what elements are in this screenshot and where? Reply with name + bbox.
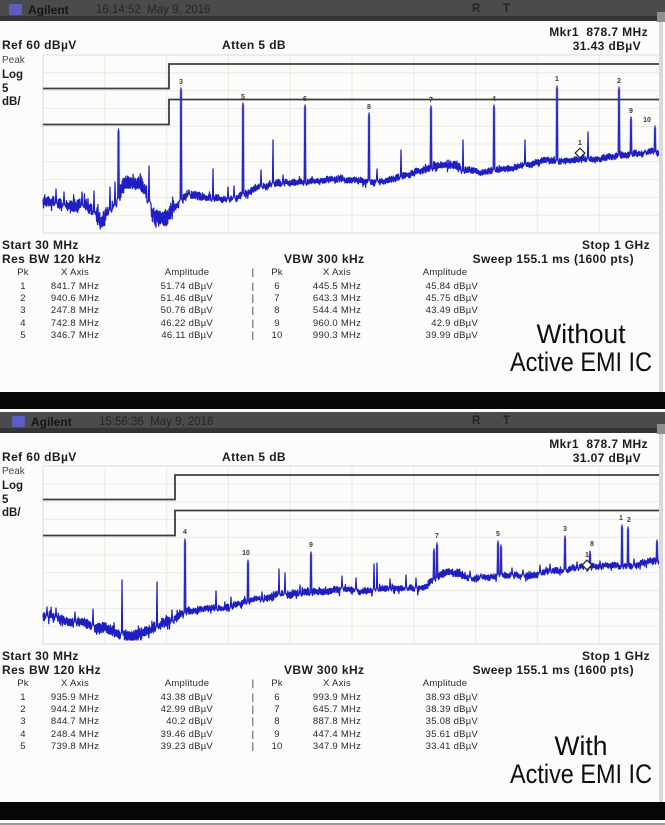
svg-text:1: 1 — [555, 76, 559, 83]
svg-text:Without: Without — [537, 319, 626, 349]
svg-text:1: 1 — [619, 515, 623, 522]
svg-text:7: 7 — [429, 97, 433, 104]
svg-text:2: 2 — [627, 517, 631, 524]
svg-text:6: 6 — [303, 96, 307, 103]
svg-text:4: 4 — [492, 96, 496, 103]
svg-text:3: 3 — [563, 526, 567, 533]
svg-text:10: 10 — [643, 117, 651, 124]
svg-text:5: 5 — [241, 94, 245, 101]
svg-text:1: 1 — [578, 140, 582, 147]
svg-text:8: 8 — [367, 104, 371, 111]
svg-text:1: 1 — [585, 552, 589, 559]
svg-text:Active EMI IC: Active EMI IC — [510, 759, 652, 789]
svg-text:2: 2 — [617, 78, 621, 85]
svg-text:With: With — [555, 731, 608, 761]
svg-text:7: 7 — [435, 533, 439, 540]
svg-text:9: 9 — [629, 108, 633, 115]
svg-text:9: 9 — [309, 542, 313, 549]
svg-text:10: 10 — [242, 550, 250, 557]
svg-text:5: 5 — [496, 531, 500, 538]
svg-text:4: 4 — [183, 529, 187, 536]
svg-text:8: 8 — [590, 541, 594, 548]
svg-text:3: 3 — [179, 79, 183, 86]
svg-text:Active EMI IC: Active EMI IC — [510, 347, 652, 377]
